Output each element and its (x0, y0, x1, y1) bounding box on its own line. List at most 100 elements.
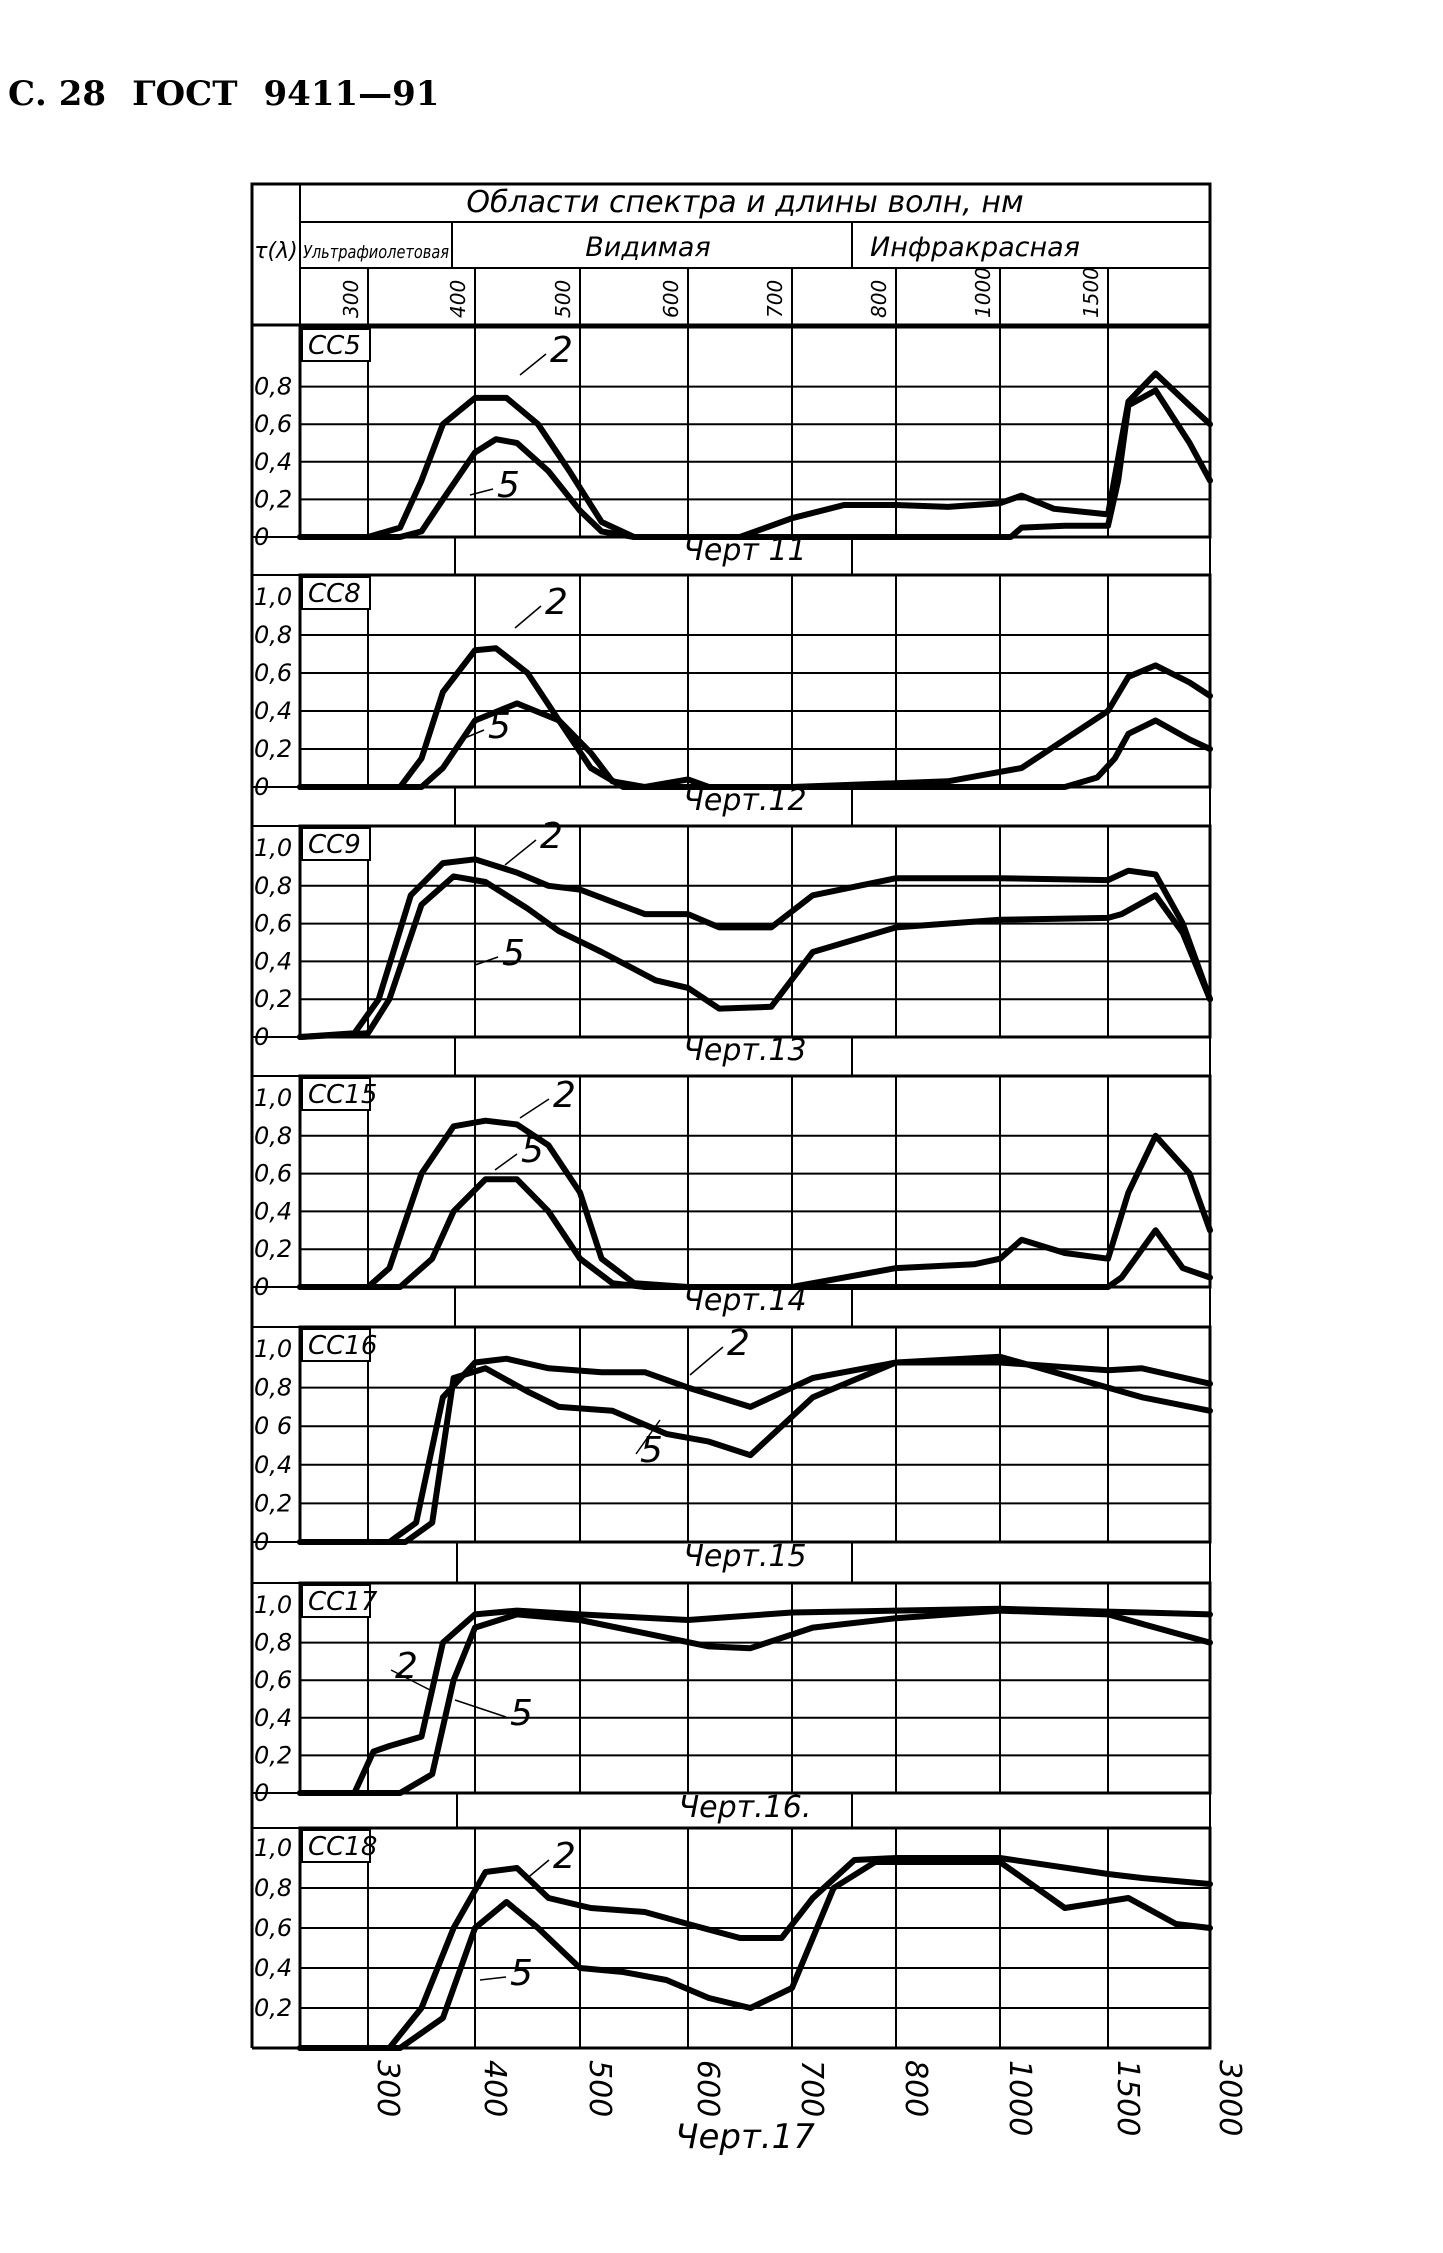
series-line-2 (297, 1117, 1213, 1290)
standard-label: ГОСТ (132, 74, 238, 114)
y-tick-label: 0,4 (254, 448, 292, 476)
series-label-2: 2 (727, 1323, 750, 1364)
figure-caption: Черт 11 (683, 533, 806, 568)
y-tick-label: 0 6 (254, 1412, 292, 1440)
series-line-5 (297, 1353, 1213, 1545)
series-label-5: 5 (510, 1953, 533, 1994)
series-leader-5 (454, 1699, 507, 1718)
y-tick-label: 0,2 (254, 1489, 292, 1517)
page-number: С. 28 (8, 74, 107, 114)
y-tick-label: 0 (254, 1779, 269, 1807)
header-tick-label: 700 (763, 280, 787, 318)
y-tick-label: 0,4 (254, 1704, 292, 1732)
series-line-5 (297, 1607, 1213, 1796)
series-label-5: 5 (488, 706, 511, 747)
header-tick-label: 1500 (1079, 267, 1103, 318)
panel-code: CC16 (308, 1331, 377, 1361)
panel-code-box (301, 1328, 371, 1362)
series-leader-5 (474, 956, 499, 966)
header-tick-label: 400 (446, 280, 470, 318)
panel-code-box (301, 576, 371, 610)
y-tick-label: 0 (254, 1273, 269, 1301)
series-leader-2 (689, 1346, 724, 1376)
panel-cc17 (251, 1581, 1213, 1829)
y-tick-label: 0,2 (254, 1994, 292, 2022)
y-tick-label: 0,2 (254, 485, 292, 513)
y-axis-symbol: τ(λ) (254, 239, 297, 264)
series-leader-2 (519, 353, 547, 376)
y-tick-label: 0,8 (254, 872, 292, 900)
figure-caption: Черт.15 (683, 1539, 806, 1574)
series-line-5 (297, 1176, 1213, 1290)
panel-code-box (301, 1077, 371, 1111)
figure-caption: Черт.12 (683, 783, 806, 818)
y-tick-label: 0,6 (254, 910, 292, 938)
series-leader-2 (519, 1098, 550, 1119)
series-line-2 (297, 1605, 1213, 1796)
header-tick-label: 600 (659, 280, 683, 318)
standard-number: 9411—91 (263, 74, 440, 114)
panel-code: CC15 (308, 1080, 377, 1110)
series-line-2 (297, 1855, 1213, 2051)
series-leader-2 (390, 1669, 431, 1691)
header-tick-label: 500 (551, 280, 575, 318)
x-tick-label: 500 (582, 2060, 617, 2117)
y-tick-label: 0,8 (254, 621, 292, 649)
y-tick-label: 0,6 (254, 1160, 292, 1188)
series-label-5: 5 (497, 465, 520, 506)
y-tick-label: 1,0 (254, 583, 292, 611)
series-label-2: 2 (395, 1646, 418, 1687)
x-tick-label: 3000 (1212, 2060, 1247, 2136)
y-tick-label: 1,0 (254, 1591, 292, 1619)
figure-caption: Черт.17 (675, 2117, 815, 2157)
series-label-2: 2 (553, 1836, 576, 1877)
y-tick-label: 0,6 (254, 1666, 292, 1694)
region-label-ir: Инфракрасная (870, 232, 1080, 263)
panel-code-box (301, 1584, 371, 1618)
series-line-2 (297, 856, 1213, 1040)
y-tick-label: 0,8 (254, 1874, 292, 1902)
figure-caption: Черт.14 (683, 1283, 806, 1318)
page-header: С. 28 ГОСТ 9411—91 (8, 74, 465, 114)
x-tick-label: 1000 (1002, 2060, 1037, 2136)
y-tick-label: 0,8 (254, 1122, 292, 1150)
x-tick-label: 400 (477, 2060, 512, 2117)
panel-code: CC17 (308, 1587, 378, 1617)
series-label-2: 2 (553, 1075, 576, 1116)
y-tick-label: 0 (254, 1023, 269, 1051)
y-tick-label: 0,2 (254, 735, 292, 763)
series-leader-5 (635, 1419, 661, 1455)
x-tick-label: 600 (690, 2060, 725, 2117)
y-tick-label: 0,6 (254, 1914, 292, 1942)
y-tick-label: 0 (254, 523, 269, 551)
chart-title: Области спектра и длины волн, нм (466, 185, 1023, 220)
x-tick-label: 1500 (1110, 2060, 1145, 2136)
panel-code: CC8 (308, 579, 361, 609)
panel-code-box (301, 328, 371, 362)
panel-cc8 (251, 573, 1213, 827)
series-leader-5 (469, 488, 494, 496)
panel-code-box (301, 827, 371, 861)
series-label-2: 2 (550, 330, 573, 371)
series-label-5: 5 (521, 1130, 544, 1171)
series-line-2 (297, 370, 1213, 540)
panel-code: CC18 (308, 1832, 377, 1862)
y-tick-label: 0,6 (254, 410, 292, 438)
series-line-5 (297, 1859, 1213, 2051)
series-label-5: 5 (510, 1693, 533, 1734)
figure-caption: Черт.13 (683, 1033, 806, 1068)
y-tick-label: 0,4 (254, 947, 292, 975)
y-tick-label: 0,2 (254, 1741, 292, 1769)
panel-code-box (301, 1829, 371, 1863)
series-leader-2 (504, 839, 537, 866)
series-line-5 (297, 873, 1213, 1040)
x-tick-label: 700 (794, 2060, 829, 2117)
y-tick-label: 1,0 (254, 1834, 292, 1862)
y-tick-label: 0,4 (254, 1451, 292, 1479)
x-tick-label: 800 (898, 2060, 933, 2117)
y-tick-label: 0,2 (254, 985, 292, 1013)
series-label-5: 5 (640, 1430, 663, 1471)
panel-code: CC9 (308, 830, 361, 860)
series-line-2 (297, 645, 1213, 790)
series-label-5: 5 (502, 933, 525, 974)
